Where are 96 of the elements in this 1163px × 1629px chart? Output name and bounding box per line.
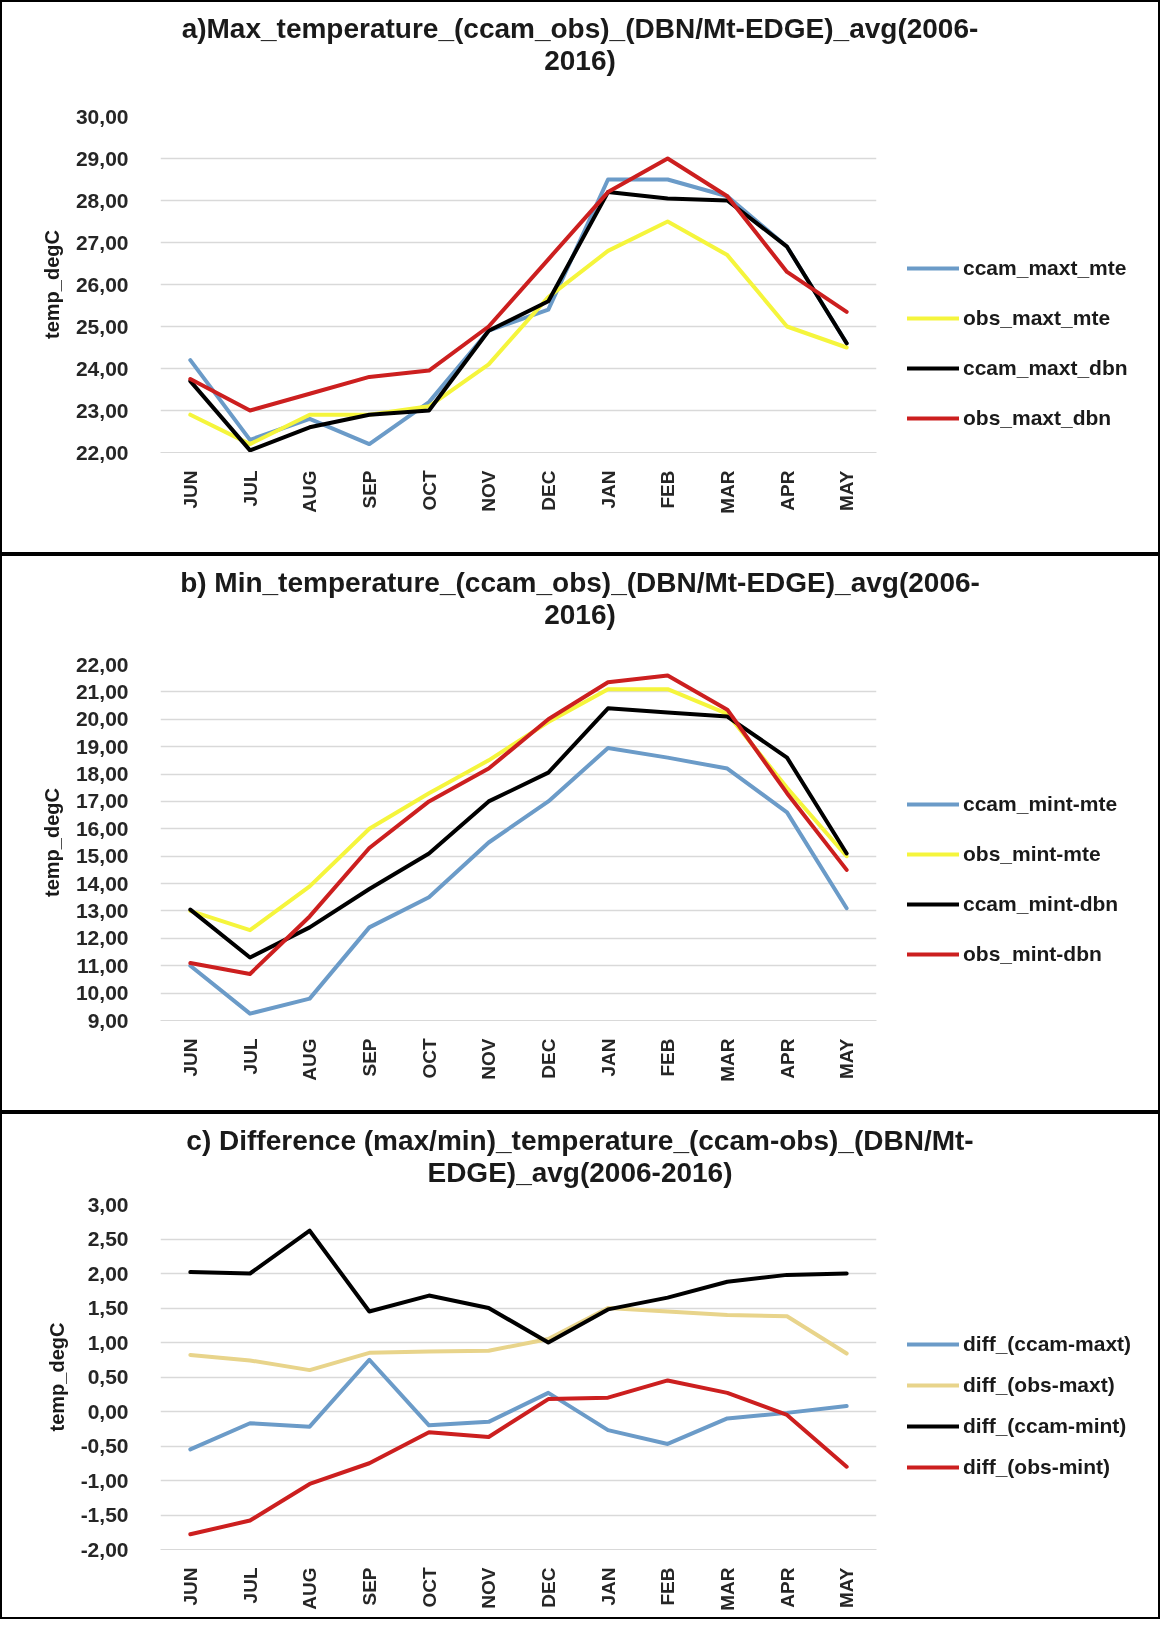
line-series xyxy=(188,1357,849,1452)
y-tick-label: 25,00 xyxy=(75,314,129,338)
legend-label: obs_mint-mte xyxy=(963,842,1101,866)
y-tick-label: 18,00 xyxy=(75,762,129,786)
x-tick-label: OCT xyxy=(418,1038,440,1079)
y-tick-label: 0,00 xyxy=(87,1399,129,1423)
line-series xyxy=(188,706,849,960)
x-tick-label: DEC xyxy=(537,470,559,511)
x-tick-label: JUL xyxy=(239,1038,261,1075)
y-tick-label: 1,00 xyxy=(87,1330,129,1354)
y-tick-label: 14,00 xyxy=(75,871,129,895)
chart-title: c) Difference (max/min)_temperature_(ccam-obs)_(DBN/Mt-EDGE)_avg(2006-2016) xyxy=(186,1125,974,1189)
legend-label: diff_(obs-maxt) xyxy=(963,1373,1115,1397)
x-tick-label: MAY xyxy=(836,1567,858,1608)
x-tick-label: MAR xyxy=(716,1567,738,1611)
y-tick-label: 26,00 xyxy=(75,272,129,296)
line-series xyxy=(188,746,849,1016)
legend-label: obs_maxt_mte xyxy=(963,306,1111,330)
legend-label: obs_maxt_dbn xyxy=(963,406,1112,430)
x-tick-label: FEB xyxy=(657,470,679,509)
y-tick-label: 20,00 xyxy=(75,707,129,731)
x-tick-label: NOV xyxy=(478,470,500,512)
x-tick-label: MAR xyxy=(716,1038,738,1082)
x-tick-label: MAR xyxy=(716,470,738,514)
y-tick-label: 27,00 xyxy=(75,230,129,254)
y-axis-title: temp_degC xyxy=(40,788,63,897)
y-tick-label: 22,00 xyxy=(75,652,129,676)
legend-label: ccam_mint-mte xyxy=(963,792,1118,816)
x-tick-label: APR xyxy=(776,1038,798,1079)
legend-label: ccam_maxt_dbn xyxy=(963,356,1128,380)
x-tick-label: JUL xyxy=(239,470,261,507)
y-tick-label: 13,00 xyxy=(75,898,129,922)
x-tick-label: FEB xyxy=(657,1567,679,1606)
y-tick-label: -1,50 xyxy=(80,1503,129,1526)
y-tick-label: 3,00 xyxy=(87,1192,129,1216)
x-tick-label: JAN xyxy=(597,470,619,509)
chart-title: a)Max_temperature_(ccam_obs)_(DBN/Mt-EDGE)_avg(2006-2016) xyxy=(181,13,979,77)
y-tick-label: 2,50 xyxy=(87,1227,129,1250)
y-tick-label: 15,00 xyxy=(75,844,129,868)
y-tick-label: 17,00 xyxy=(75,789,129,813)
legend-label: ccam_maxt_mte xyxy=(963,256,1127,280)
y-tick-label: 24,00 xyxy=(75,356,129,380)
x-tick-label: OCT xyxy=(418,1567,440,1608)
chart-title: b) Min_temperature_(ccam_obs)_(DBN/Mt-EDGE)_avg(2006-2016) xyxy=(180,567,980,631)
y-axis-title: temp_degC xyxy=(45,1322,68,1432)
x-tick-label: SEP xyxy=(358,470,380,509)
y-tick-label: -2,00 xyxy=(80,1537,129,1561)
line-series xyxy=(188,673,849,976)
y-tick-label: 29,00 xyxy=(75,146,129,170)
x-tick-label: AUG xyxy=(299,470,321,513)
x-tick-label: NOV xyxy=(478,1038,500,1080)
x-tick-label: DEC xyxy=(537,1038,559,1079)
y-tick-label: 1,50 xyxy=(87,1296,129,1319)
x-tick-label: JUL xyxy=(239,1567,261,1604)
y-tick-label: 9,00 xyxy=(87,1008,129,1032)
y-tick-label: -1,00 xyxy=(80,1468,129,1492)
line-series xyxy=(188,1306,849,1373)
x-tick-label: SEP xyxy=(358,1567,380,1606)
x-tick-label: FEB xyxy=(657,1038,679,1077)
legend-label: diff_(ccam-maxt) xyxy=(963,1332,1132,1356)
x-tick-label: APR xyxy=(776,1567,798,1608)
y-tick-label: 11,00 xyxy=(77,953,129,977)
y-tick-label: 23,00 xyxy=(75,398,129,422)
line-series xyxy=(188,1378,849,1537)
y-tick-label: 22,00 xyxy=(75,440,129,464)
x-tick-label: JUN xyxy=(179,1038,201,1077)
x-tick-label: JAN xyxy=(597,1567,619,1606)
legend-label: obs_mint-dbn xyxy=(963,942,1102,966)
y-tick-label: 10,00 xyxy=(75,981,129,1005)
y-tick-label: 21,00 xyxy=(75,679,129,703)
y-tick-label: 12,00 xyxy=(75,926,129,950)
x-tick-label: AUG xyxy=(299,1038,321,1081)
y-tick-label: 2,00 xyxy=(87,1261,129,1285)
legend-label: diff_(obs-mint) xyxy=(963,1455,1110,1479)
x-tick-label: SEP xyxy=(358,1038,380,1077)
x-tick-label: APR xyxy=(776,470,798,511)
y-tick-label: 30,00 xyxy=(75,104,129,128)
x-tick-label: JUN xyxy=(179,1567,201,1606)
x-tick-label: DEC xyxy=(537,1567,559,1608)
line-series xyxy=(188,156,849,413)
y-axis-title: temp_degC xyxy=(40,230,63,339)
x-tick-label: JAN xyxy=(597,1038,619,1077)
legend-label: ccam_mint-dbn xyxy=(963,892,1119,916)
x-tick-label: MAY xyxy=(836,470,858,511)
y-tick-label: 19,00 xyxy=(75,734,129,758)
x-tick-label: JUN xyxy=(179,470,201,509)
y-tick-label: 0,50 xyxy=(87,1365,129,1388)
x-tick-label: NOV xyxy=(478,1567,500,1609)
line-series xyxy=(188,1228,849,1345)
legend-label: diff_(ccam-mint) xyxy=(963,1414,1127,1438)
y-tick-label: 16,00 xyxy=(75,816,129,840)
x-tick-label: OCT xyxy=(418,470,440,511)
x-tick-label: AUG xyxy=(299,1567,321,1610)
y-tick-label: 28,00 xyxy=(75,188,129,212)
x-tick-label: MAY xyxy=(836,1038,858,1079)
y-tick-label: -0,50 xyxy=(80,1434,129,1457)
